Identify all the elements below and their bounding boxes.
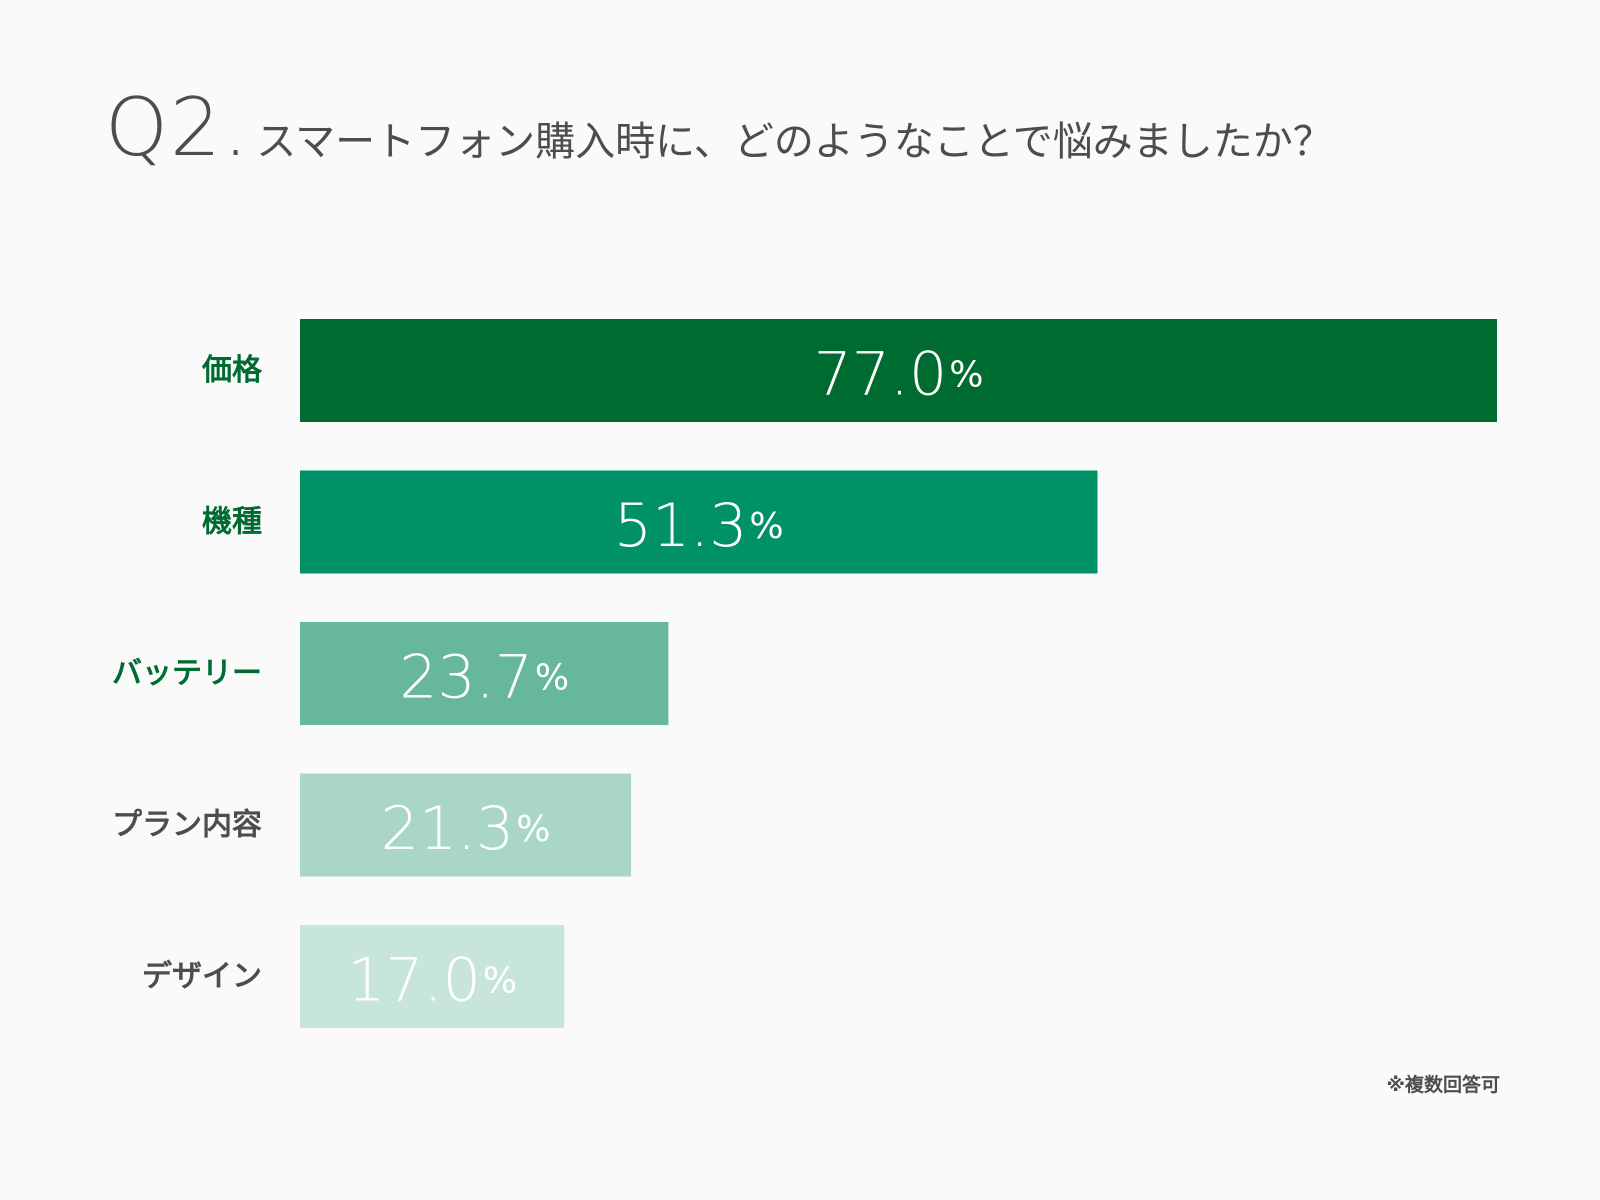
value-label-4: 17.0% bbox=[347, 946, 517, 1016]
value-label-2: 23.7% bbox=[399, 643, 569, 713]
bar-0 bbox=[300, 319, 1497, 422]
value-label-0: 77.0% bbox=[814, 340, 984, 410]
category-label-2: バッテリー bbox=[112, 656, 262, 691]
bar-2 bbox=[300, 622, 669, 725]
category-label-1: 機種 bbox=[202, 505, 262, 540]
value-label-1: 51.3% bbox=[614, 491, 784, 561]
chart-title: Q2. スマートフォン購入時に、どのようなことで悩みましたか？ bbox=[105, 88, 1333, 168]
value-label-3: 21.3% bbox=[381, 794, 551, 864]
bar-1 bbox=[300, 470, 1098, 574]
category-label-4: デザイン bbox=[142, 959, 262, 994]
question-text: スマートフォン購入時に、どのようなことで悩みましたか？ bbox=[256, 119, 1333, 165]
bar-4 bbox=[300, 925, 565, 1028]
category-label-3: プラン内容 bbox=[112, 808, 262, 843]
question-number: Q2. bbox=[105, 81, 251, 174]
bar-3 bbox=[300, 773, 632, 877]
category-label-0: 価格 bbox=[201, 353, 263, 388]
footnote: ※複数回答可 bbox=[1386, 1074, 1500, 1096]
